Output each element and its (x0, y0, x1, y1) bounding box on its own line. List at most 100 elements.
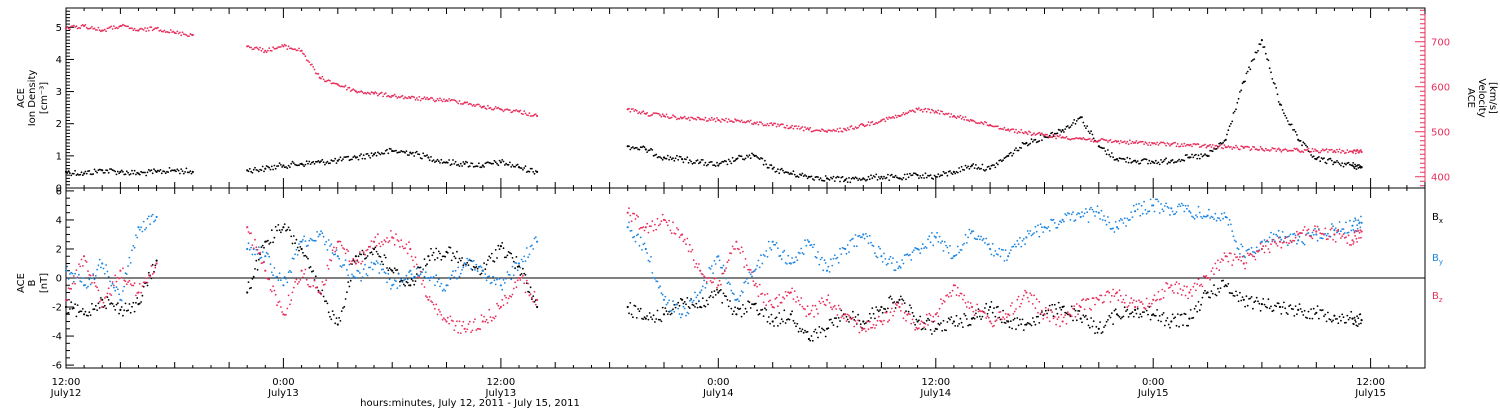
bx-dot (329, 315, 331, 318)
by-dot (1325, 234, 1328, 237)
density-dot (340, 159, 343, 162)
by-dot (704, 286, 707, 289)
legend-by-subscript: y (1439, 258, 1443, 266)
by-dot (1166, 205, 1169, 208)
bz-dot (474, 318, 476, 321)
bx-dot (1283, 301, 1285, 304)
bx-dot (410, 278, 413, 281)
bz-dot (1352, 243, 1355, 245)
by-dot (1161, 208, 1164, 211)
by-dot (1069, 219, 1072, 221)
bz-dot (479, 328, 482, 331)
by-dot (748, 271, 751, 274)
velocity-dot (532, 114, 535, 117)
bx-dot (761, 308, 764, 311)
bz-dot (1352, 241, 1355, 243)
bx-dot (78, 311, 80, 314)
bz-dot (1288, 242, 1290, 245)
density-dot (1009, 151, 1012, 154)
velocity-dot (841, 130, 844, 133)
density-dot (1268, 67, 1271, 70)
by-dot (468, 258, 471, 261)
density-dot (1066, 125, 1069, 127)
bx-dot (1235, 290, 1237, 293)
by-dot (88, 278, 91, 281)
velocity-point (354, 90, 357, 93)
velocity-dot (419, 99, 422, 102)
bz-dot (514, 281, 516, 284)
density-dot (365, 153, 368, 155)
by-dot (692, 299, 695, 302)
bx-dot (800, 330, 803, 333)
velocity-dot (1082, 137, 1085, 139)
bx-dot (476, 267, 479, 270)
density-dot (150, 169, 153, 172)
bz-dot (361, 260, 364, 263)
by-dot (94, 274, 97, 277)
by-dot (1026, 230, 1029, 232)
bz-dot (755, 282, 757, 285)
bx-dot (280, 231, 282, 234)
bx-dot (103, 304, 106, 307)
by-dot (870, 241, 872, 244)
by-dot (1031, 233, 1034, 236)
bz-dot (1162, 296, 1165, 299)
by-dot (1078, 212, 1081, 215)
density-dot (956, 171, 959, 174)
by-dot (364, 263, 366, 266)
bz-dot (799, 303, 801, 306)
legend-bx-name: B (1432, 212, 1439, 223)
bx-dot (846, 318, 849, 321)
by-dot (777, 247, 779, 250)
by-dot (943, 241, 946, 243)
velocity-dot (947, 112, 950, 115)
by-dot (533, 237, 536, 240)
velocity-dot (457, 102, 460, 105)
bx-dot (801, 328, 804, 331)
bx-dot (938, 323, 941, 326)
bx-dot (701, 297, 704, 300)
bz-dot (1192, 285, 1195, 288)
bx-dot (1346, 314, 1349, 317)
by-dot (1009, 249, 1012, 252)
bz-dot (103, 297, 106, 299)
bz-dot (1250, 253, 1253, 256)
bz-dot (901, 303, 903, 305)
density-dot (335, 162, 338, 165)
by-point (336, 255, 339, 258)
density-dot (494, 161, 497, 164)
by-point (1134, 210, 1137, 213)
bz-dot (1186, 285, 1188, 288)
bz-point (1333, 233, 1336, 236)
density-dot (811, 178, 814, 180)
by-dot (395, 280, 397, 283)
by-dot (964, 233, 967, 236)
by-dot (1029, 230, 1032, 232)
bx-dot (665, 310, 668, 313)
velocity-dot (1166, 142, 1169, 144)
bz-dot (263, 261, 265, 263)
velocity-dot (1163, 142, 1166, 145)
bz-dot (875, 324, 878, 327)
bz-dot (965, 306, 968, 308)
velocity-dot (1312, 150, 1315, 153)
density-dot (94, 170, 97, 173)
bx-dot (123, 309, 126, 312)
bx-dot (91, 302, 93, 305)
bz-dot (811, 304, 814, 307)
velocity-dot (502, 110, 505, 113)
bx-dot (924, 328, 927, 330)
by-dot (414, 276, 417, 278)
bz-dot (110, 294, 113, 296)
density-dot (384, 149, 387, 152)
bz-dot (138, 283, 141, 285)
by-dot (529, 245, 532, 248)
bx-dot (388, 267, 391, 270)
density-point (173, 169, 176, 172)
velocity-point (825, 130, 829, 133)
bz-dot (1210, 270, 1213, 272)
by-dot (1176, 205, 1179, 208)
velocity-dot (692, 117, 695, 120)
density-dot (980, 167, 982, 170)
bz-dot (646, 222, 648, 225)
